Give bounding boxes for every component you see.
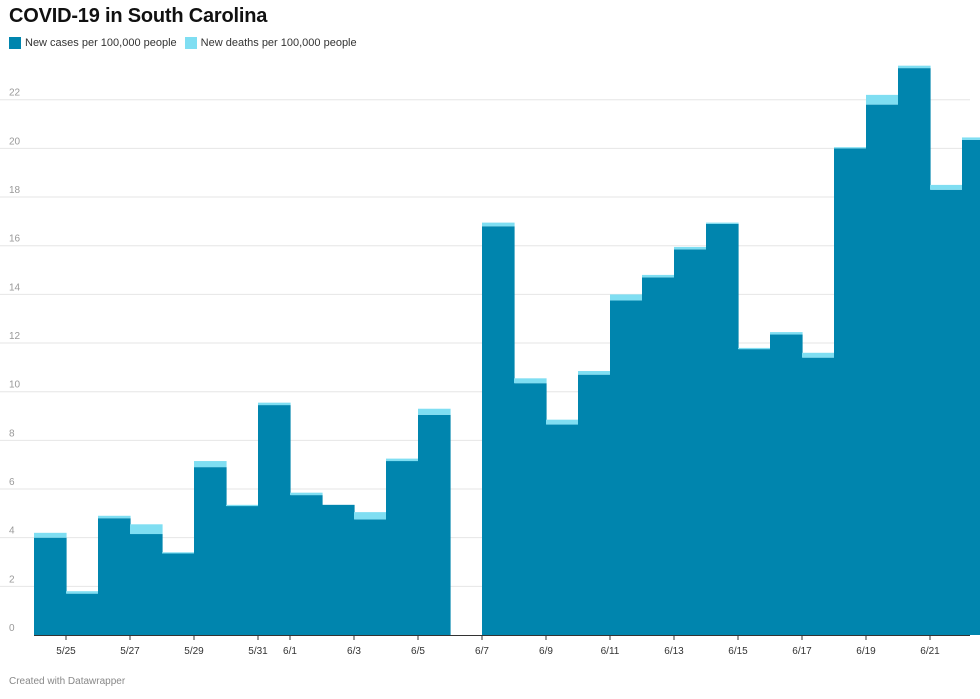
case-bar-5 <box>194 467 227 635</box>
death-bar-8 <box>290 492 323 496</box>
case-bar-3 <box>130 534 163 635</box>
death-bar-14 <box>482 222 515 227</box>
case-bar-14 <box>482 226 515 636</box>
chart-title: COVID-19 in South Carolina <box>9 5 268 27</box>
x-tick-label-6/17: 6/17 <box>792 646 812 657</box>
x-tick-label-6/5: 6/5 <box>411 646 425 657</box>
y-tick-label-22: 22 <box>9 88 21 99</box>
legend-item-deaths: New deaths per 100,000 people <box>184 37 357 49</box>
case-bar-12 <box>418 414 451 635</box>
case-bar-24 <box>802 357 835 635</box>
case-bar-19 <box>642 277 675 635</box>
death-bar-17 <box>578 371 611 375</box>
case-bar-11 <box>386 461 419 635</box>
death-bar-27 <box>898 65 931 69</box>
death-bar-23 <box>770 332 803 335</box>
death-bar-6 <box>226 504 259 507</box>
case-bar-9 <box>322 504 355 635</box>
x-tick-label-6/9: 6/9 <box>539 646 553 657</box>
x-tick-label-5/27: 5/27 <box>120 646 140 657</box>
death-bar-11 <box>386 458 419 462</box>
case-bar-23 <box>770 334 803 635</box>
death-bar-3 <box>130 524 163 535</box>
legend-item-cases: New cases per 100,000 people <box>9 37 177 49</box>
y-tick-label-6: 6 <box>9 477 15 488</box>
case-bar-1 <box>66 593 99 635</box>
x-tick-label-5/25: 5/25 <box>56 646 76 657</box>
case-bar-6 <box>226 506 259 635</box>
death-bar-18 <box>610 294 643 301</box>
death-bar-24 <box>802 352 835 358</box>
case-bar-0 <box>34 537 67 635</box>
case-bar-27 <box>898 68 931 635</box>
legend-swatch-deaths <box>184 37 197 49</box>
x-tick-label-6/11: 6/11 <box>601 646 620 657</box>
legend-label-cases: New cases per 100,000 people <box>25 37 177 49</box>
y-tick-label-2: 2 <box>9 574 15 585</box>
case-bar-7 <box>258 405 291 635</box>
death-bar-7 <box>258 402 291 406</box>
x-tick-label-6/3: 6/3 <box>347 646 361 657</box>
x-tick-label-5/31: 5/31 <box>248 646 268 657</box>
case-bar-17 <box>578 374 611 635</box>
death-bar-15 <box>514 378 547 384</box>
footer-credit: Created with Datawrapper <box>9 676 126 687</box>
x-tick-label-6/13: 6/13 <box>664 646 684 657</box>
case-bar-21 <box>706 223 739 635</box>
death-bar-16 <box>546 419 579 425</box>
x-tick-label-6/21: 6/21 <box>920 646 940 657</box>
y-tick-label-14: 14 <box>9 282 21 293</box>
x-tick-label-5/29: 5/29 <box>184 646 204 657</box>
y-tick-label-18: 18 <box>9 185 21 196</box>
y-tick-label-0: 0 <box>9 623 15 634</box>
death-bar-1 <box>66 591 99 594</box>
death-bar-19 <box>642 274 675 278</box>
legend-swatch-cases <box>9 37 21 49</box>
death-bar-12 <box>418 408 451 415</box>
death-bar-10 <box>354 512 387 520</box>
case-bar-29 <box>962 139 980 635</box>
death-bar-22 <box>738 347 771 350</box>
death-bar-20 <box>674 246 707 250</box>
case-bar-22 <box>738 349 771 635</box>
death-bar-21 <box>706 222 739 224</box>
death-bar-25 <box>834 147 867 149</box>
case-bar-15 <box>514 383 547 635</box>
y-tick-label-8: 8 <box>9 428 15 439</box>
x-tick-label-6/1: 6/1 <box>283 646 297 657</box>
death-bar-2 <box>98 515 131 519</box>
death-bar-5 <box>194 461 227 468</box>
death-bar-26 <box>866 94 899 105</box>
case-bar-28 <box>930 189 963 636</box>
x-tick-label-6/19: 6/19 <box>856 646 876 657</box>
death-bar-29 <box>962 137 980 140</box>
case-bar-2 <box>98 518 131 635</box>
y-tick-label-4: 4 <box>9 526 15 537</box>
case-bar-8 <box>290 495 323 635</box>
x-tick-label-6/7: 6/7 <box>475 646 489 657</box>
death-bar-0 <box>34 532 67 538</box>
y-tick-label-16: 16 <box>9 234 21 245</box>
case-bar-26 <box>866 104 899 635</box>
case-bar-18 <box>610 300 643 635</box>
case-bar-25 <box>834 148 867 635</box>
case-bar-4 <box>162 553 195 635</box>
death-bar-4 <box>162 552 195 554</box>
x-tick-label-6/15: 6/15 <box>728 646 748 657</box>
y-tick-label-10: 10 <box>9 380 21 391</box>
case-bar-10 <box>354 519 387 635</box>
death-bar-28 <box>930 184 963 190</box>
case-bar-20 <box>674 249 707 635</box>
legend: New cases per 100,000 people New deaths … <box>9 37 365 49</box>
y-tick-label-20: 20 <box>9 136 21 147</box>
y-tick-label-12: 12 <box>9 331 21 342</box>
case-bar-16 <box>546 424 579 635</box>
legend-label-deaths: New deaths per 100,000 people <box>200 37 357 49</box>
